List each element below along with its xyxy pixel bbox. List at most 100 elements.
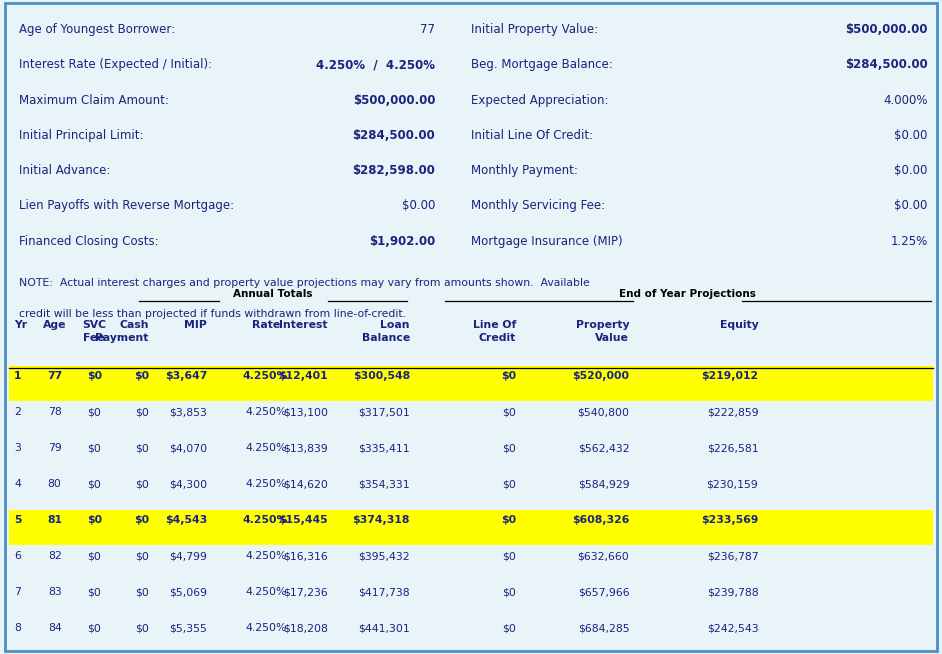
Text: 7: 7 (14, 587, 21, 597)
Text: $0: $0 (502, 587, 516, 597)
Text: 4: 4 (14, 479, 21, 489)
Text: $0: $0 (501, 515, 516, 525)
Text: $374,318: $374,318 (352, 515, 410, 525)
Text: $284,500.00: $284,500.00 (352, 129, 435, 142)
Text: 4.250%: 4.250% (245, 407, 286, 417)
Text: 6: 6 (14, 551, 21, 561)
Text: $282,598.00: $282,598.00 (352, 164, 435, 177)
Text: $222,859: $222,859 (706, 407, 758, 417)
Text: 5: 5 (14, 515, 22, 525)
Text: $417,738: $417,738 (358, 587, 410, 597)
Text: $18,208: $18,208 (283, 623, 328, 633)
Text: Monthly Payment:: Monthly Payment: (471, 164, 577, 177)
Text: $0: $0 (502, 407, 516, 417)
Text: $0: $0 (502, 479, 516, 489)
Text: $0: $0 (502, 443, 516, 453)
Text: NOTE:  Actual interest charges and property value projections may vary from amou: NOTE: Actual interest charges and proper… (19, 278, 590, 288)
Text: $0: $0 (502, 551, 516, 561)
Text: Financed Closing Costs:: Financed Closing Costs: (19, 235, 158, 248)
Text: $17,236: $17,236 (283, 587, 328, 597)
Text: Loan
Balance: Loan Balance (362, 320, 410, 343)
Text: $242,543: $242,543 (706, 623, 758, 633)
Text: $0: $0 (88, 623, 101, 633)
Text: 82: 82 (48, 551, 61, 561)
Text: $13,100: $13,100 (283, 407, 328, 417)
Text: $684,285: $684,285 (577, 623, 629, 633)
Text: 81: 81 (47, 515, 62, 525)
Text: $584,929: $584,929 (577, 479, 629, 489)
Text: 77: 77 (47, 371, 62, 381)
Text: $1,902.00: $1,902.00 (369, 235, 435, 248)
Text: $0: $0 (502, 623, 516, 633)
Text: $0: $0 (135, 443, 149, 453)
Text: Interest: Interest (280, 320, 328, 330)
Text: $300,548: $300,548 (352, 371, 410, 381)
Text: $284,500.00: $284,500.00 (845, 58, 928, 71)
Text: $219,012: $219,012 (701, 371, 758, 381)
Text: Yr: Yr (14, 320, 27, 330)
Text: Mortgage Insurance (MIP): Mortgage Insurance (MIP) (471, 235, 623, 248)
Text: Age of Youngest Borrower:: Age of Youngest Borrower: (19, 23, 175, 36)
Text: $0: $0 (135, 551, 149, 561)
Text: Initial Advance:: Initial Advance: (19, 164, 110, 177)
Text: 79: 79 (48, 443, 61, 453)
Text: $239,788: $239,788 (706, 587, 758, 597)
Text: 3: 3 (14, 443, 21, 453)
Text: Line Of
Credit: Line Of Credit (473, 320, 516, 343)
Text: $4,070: $4,070 (170, 443, 207, 453)
Text: $4,543: $4,543 (165, 515, 207, 525)
Text: $0: $0 (134, 371, 149, 381)
Text: $16,316: $16,316 (283, 551, 328, 561)
Text: $500,000.00: $500,000.00 (352, 94, 435, 107)
Text: $3,647: $3,647 (165, 371, 207, 381)
Text: SVC
Fee: SVC Fee (82, 320, 106, 343)
Text: 4.250%  /  4.250%: 4.250% / 4.250% (317, 58, 435, 71)
Text: $15,445: $15,445 (278, 515, 328, 525)
Text: Property
Value: Property Value (576, 320, 629, 343)
Text: Interest Rate (Expected / Initial):: Interest Rate (Expected / Initial): (19, 58, 212, 71)
Text: credit will be less than projected if funds withdrawn from line-of-credit.: credit will be less than projected if fu… (19, 309, 406, 319)
Text: $0: $0 (135, 479, 149, 489)
Text: 4.250%: 4.250% (243, 371, 288, 381)
Text: $13,839: $13,839 (283, 443, 328, 453)
Text: 1: 1 (14, 371, 22, 381)
Text: $0: $0 (88, 443, 101, 453)
Text: $0: $0 (501, 371, 516, 381)
FancyBboxPatch shape (5, 3, 937, 651)
Text: 4.250%: 4.250% (243, 515, 288, 525)
Text: Age: Age (43, 320, 66, 330)
Text: 84: 84 (48, 623, 61, 633)
Text: $500,000.00: $500,000.00 (845, 23, 928, 36)
Text: $441,301: $441,301 (358, 623, 410, 633)
Text: $657,966: $657,966 (577, 587, 629, 597)
Text: $4,300: $4,300 (170, 479, 207, 489)
Text: $540,800: $540,800 (577, 407, 629, 417)
Text: $5,355: $5,355 (170, 623, 207, 633)
Text: 83: 83 (48, 587, 61, 597)
Text: Equity: Equity (720, 320, 758, 330)
Text: $0.00: $0.00 (895, 129, 928, 142)
Text: $12,401: $12,401 (278, 371, 328, 381)
Text: Initial Property Value:: Initial Property Value: (471, 23, 598, 36)
Text: $0: $0 (88, 407, 101, 417)
Text: $0: $0 (87, 371, 102, 381)
Text: 2: 2 (14, 407, 21, 417)
Text: $0.00: $0.00 (895, 199, 928, 213)
Text: $0.00: $0.00 (895, 164, 928, 177)
Text: $233,569: $233,569 (701, 515, 758, 525)
Text: $5,069: $5,069 (170, 587, 207, 597)
Text: Beg. Mortgage Balance:: Beg. Mortgage Balance: (471, 58, 612, 71)
Text: 4.250%: 4.250% (245, 587, 286, 597)
Text: $0: $0 (135, 407, 149, 417)
Text: Maximum Claim Amount:: Maximum Claim Amount: (19, 94, 169, 107)
Text: $335,411: $335,411 (358, 443, 410, 453)
Text: 4.250%: 4.250% (245, 623, 286, 633)
Text: $354,331: $354,331 (358, 479, 410, 489)
Text: $317,501: $317,501 (358, 407, 410, 417)
Text: $226,581: $226,581 (706, 443, 758, 453)
Text: $3,853: $3,853 (170, 407, 207, 417)
Text: $0: $0 (135, 623, 149, 633)
Text: $0: $0 (87, 515, 102, 525)
Text: $395,432: $395,432 (358, 551, 410, 561)
Text: Cash
Payment: Cash Payment (95, 320, 149, 343)
